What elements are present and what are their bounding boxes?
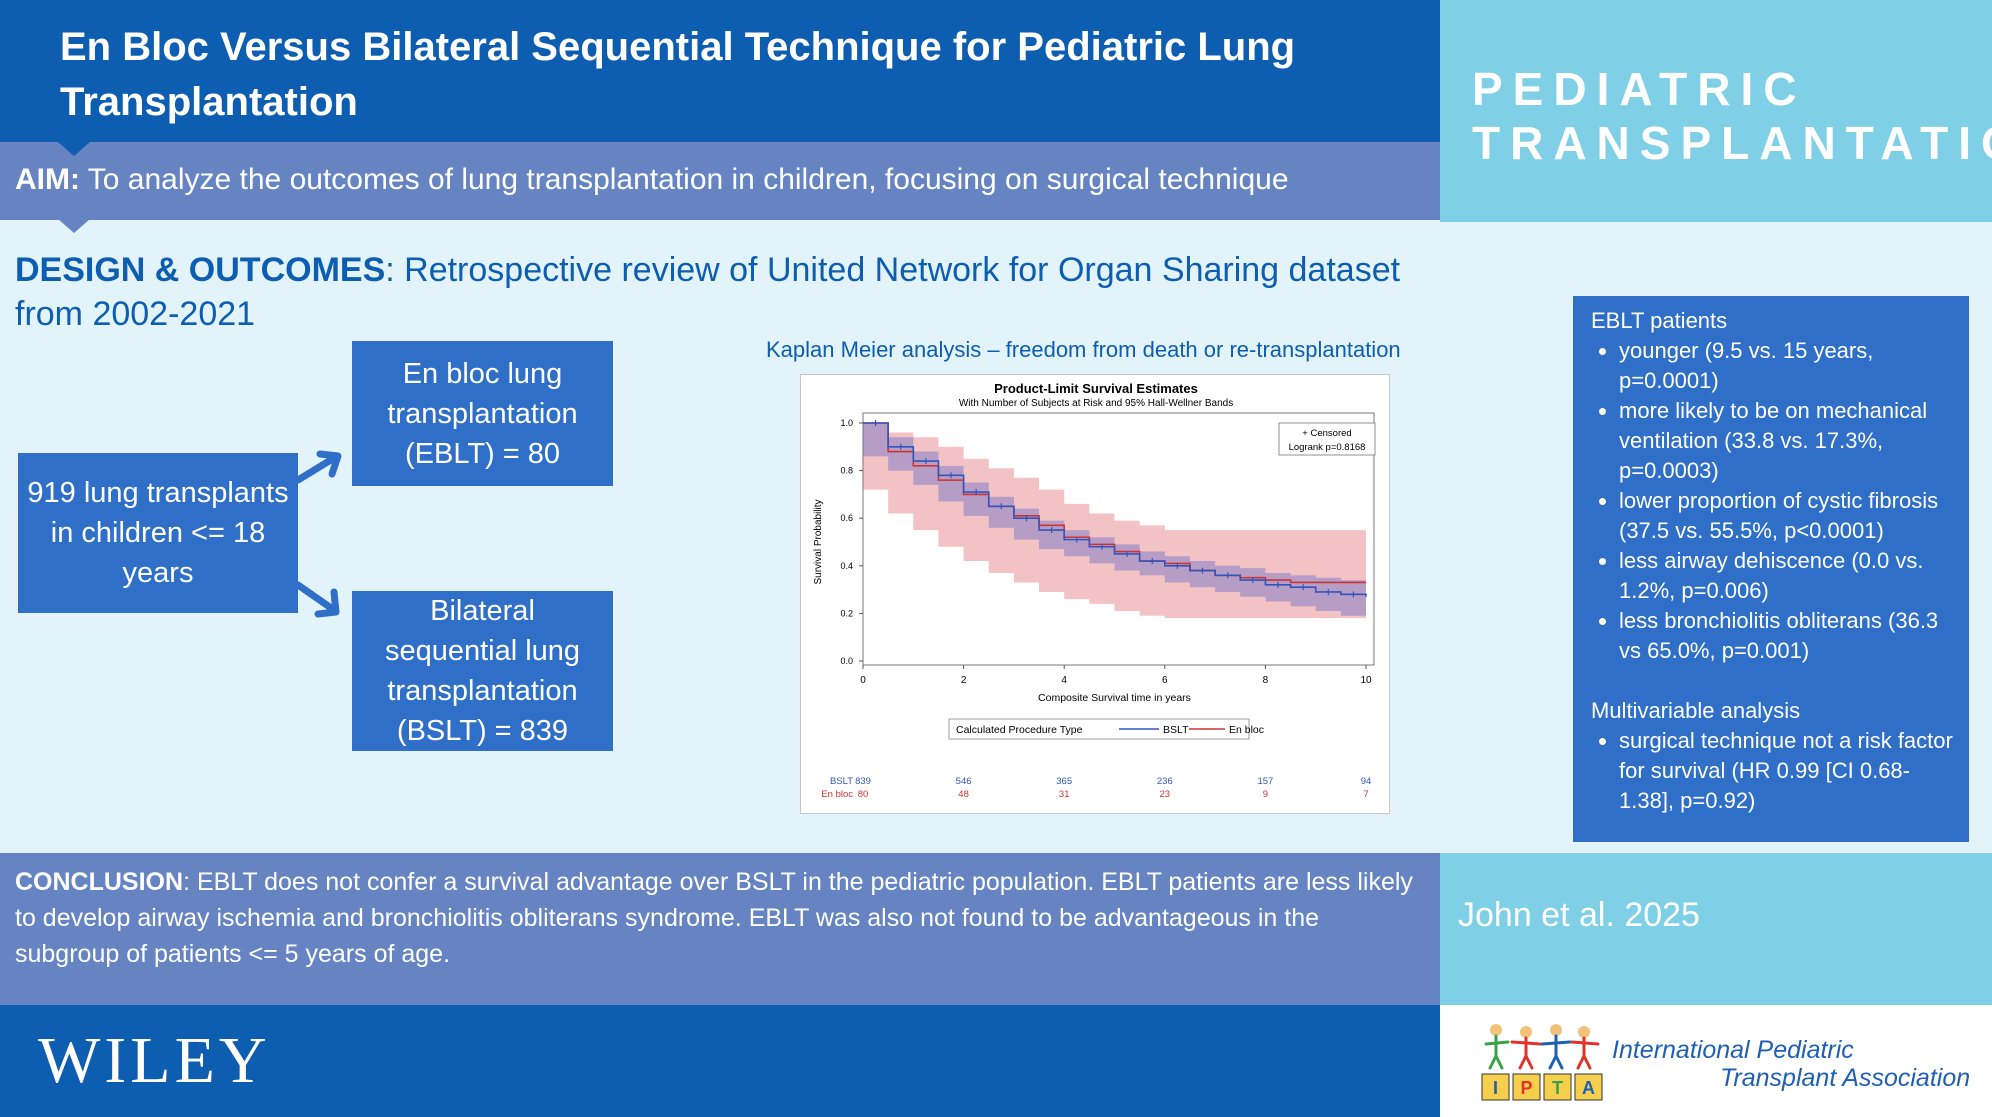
at-risk-count: 365: [1056, 776, 1072, 787]
publisher-bar: [0, 1005, 1440, 1117]
ipta-name: International Pediatric Transplant Assoc…: [1612, 1036, 1982, 1092]
censored-label: + Censored: [1302, 428, 1351, 439]
confidence-band-en-bloc: [863, 423, 1366, 619]
eblt-box: En bloc lung transplantation (EBLT) = 80: [352, 341, 613, 486]
notch-decoration: [58, 142, 90, 156]
at-risk-count: 236: [1157, 776, 1173, 787]
ipta-name-line2: Transplant Association: [1720, 1064, 1971, 1092]
aim-statement: AIM: To analyze the outcomes of lung tra…: [15, 160, 1435, 200]
list-item: lower proportion of cystic fibrosis (37.…: [1619, 486, 1955, 546]
ipta-block-letter: I: [1493, 1078, 1498, 1098]
x-tick-label: 0: [860, 675, 866, 686]
journal-logo: PEDIATRIC TRANSPLANTATION: [1472, 62, 1992, 170]
inset-box: [1278, 422, 1376, 456]
citation-panel: [1440, 853, 1992, 1005]
findings-list-multivariable: surgical technique not a risk factor for…: [1591, 726, 1955, 816]
conclusion-text: CONCLUSION: EBLT does not confer a survi…: [15, 864, 1430, 972]
plot-frame: [862, 412, 1375, 666]
journal-logo-line1: PEDIATRIC: [1472, 63, 1807, 115]
at-risk-count: 9: [1263, 789, 1268, 800]
y-tick-label: 0.6: [840, 513, 853, 523]
x-tick-label: 4: [1061, 675, 1067, 686]
findings-panel: EBLT patients younger (9.5 vs. 15 years,…: [1573, 296, 1969, 842]
arrow-to-bslt: [294, 581, 340, 618]
arrow-to-eblt: [294, 450, 342, 484]
ipta-logo-icon: I P T A: [1481, 1024, 1603, 1101]
aim-text: To analyze the outcomes of lung transpla…: [79, 163, 1289, 196]
findings-list-eblt: younger (9.5 vs. 15 years, p=0.0001) mor…: [1591, 336, 1955, 666]
list-item: younger (9.5 vs. 15 years, p=0.0001): [1619, 336, 1955, 396]
ipta-name-line1: International Pediatric: [1612, 1036, 1854, 1064]
y-axis-label: Survival Probability: [813, 499, 824, 584]
legend-title: Calculated Procedure Type: [956, 724, 1083, 736]
chart-subtitle: With Number of Subjects at Risk and 95% …: [959, 398, 1233, 409]
at-risk-count: 94: [1361, 776, 1372, 787]
findings-heading-eblt: EBLT patients: [1591, 308, 1728, 333]
aim-bar: [0, 142, 1440, 220]
legend-label-en-bloc: En bloc: [1229, 724, 1264, 736]
conclusion-label: CONCLUSION: [15, 868, 184, 896]
at-risk-row-label: En bloc: [821, 789, 853, 800]
x-tick-label: 2: [961, 675, 967, 686]
ipta-block-letter: T: [1552, 1078, 1563, 1098]
km-heading: Kaplan Meier analysis – freedom from dea…: [766, 337, 1401, 362]
y-tick-label: 0.2: [840, 608, 853, 618]
list-item: more likely to be on mechanical ventilat…: [1619, 396, 1955, 486]
list-item: surgical technique not a risk factor for…: [1619, 726, 1955, 816]
design-text: : Retrospective review of United Network…: [15, 251, 1401, 333]
notch-decoration: [58, 219, 90, 233]
x-axis-label: Composite Survival time in years: [1038, 692, 1191, 704]
findings-heading-multivariable: Multivariable analysis: [1591, 698, 1801, 723]
survival-curve-bslt: [863, 422, 1367, 597]
journal-logo-line2: TRANSPLANTATION: [1472, 117, 1992, 169]
at-risk-count: 80: [858, 789, 869, 800]
title-bar: [0, 0, 1440, 142]
conclusion-bar: [0, 853, 1440, 1005]
list-item: less airway dehiscence (0.0 vs. 1.2%, p=…: [1619, 546, 1955, 606]
chart-title: Product-Limit Survival Estimates: [994, 381, 1198, 396]
x-tick-label: 10: [1360, 675, 1372, 686]
at-risk-count: 31: [1059, 789, 1070, 800]
y-tick-label: 0.8: [840, 466, 853, 476]
km-chart-card: Product-Limit Survival Estimates With Num…: [800, 374, 1390, 814]
at-risk-count: 7: [1363, 789, 1368, 800]
km-chart: Product-Limit Survival Estimates With Num…: [813, 381, 1376, 800]
logrank-label: Logrank p=0.8168: [1289, 442, 1366, 453]
bslt-box: Bilateral sequential lung transplantatio…: [352, 591, 613, 751]
page-title: En Bloc Versus Bilateral Sequential Tech…: [60, 25, 1296, 124]
at-risk-count: 546: [956, 776, 972, 787]
legend-label-bslt: BSLT: [1163, 724, 1189, 736]
at-risk-count: 157: [1257, 776, 1273, 787]
at-risk-row-label: BSLT: [830, 776, 853, 787]
flow-arrows: [294, 450, 342, 618]
at-risk-count: 839: [855, 776, 871, 787]
aim-label: AIM:: [15, 163, 80, 196]
y-tick-label: 1.0: [840, 418, 853, 428]
design-label: DESIGN & OUTCOMES: [15, 251, 386, 289]
ipta-block-letter: P: [1520, 1078, 1532, 1098]
journal-panel: [1440, 0, 1992, 222]
design-statement: DESIGN & OUTCOMES: Retrospective review …: [15, 248, 1435, 336]
spacer: [1591, 666, 1955, 696]
citation: John et al. 2025: [1458, 896, 1700, 934]
x-tick-label: 8: [1263, 675, 1269, 686]
total-transplants-box: 919 lung transplants in children <= 18 y…: [18, 453, 298, 613]
y-tick-label: 0.0: [840, 656, 853, 666]
wiley-logo: WILEY: [38, 1024, 271, 1097]
confidence-band-bslt: [863, 423, 1366, 616]
legend-box: [948, 718, 1250, 740]
list-item: less bronchiolitis obliterans (36.3 vs 6…: [1619, 606, 1955, 666]
y-tick-label: 0.4: [840, 561, 853, 571]
x-tick-label: 6: [1162, 675, 1168, 686]
at-risk-count: 48: [958, 789, 969, 800]
at-risk-count: 23: [1160, 789, 1171, 800]
ipta-block-letter: A: [1582, 1078, 1595, 1098]
conclusion-body: : EBLT does not confer a survival advant…: [15, 868, 1413, 968]
